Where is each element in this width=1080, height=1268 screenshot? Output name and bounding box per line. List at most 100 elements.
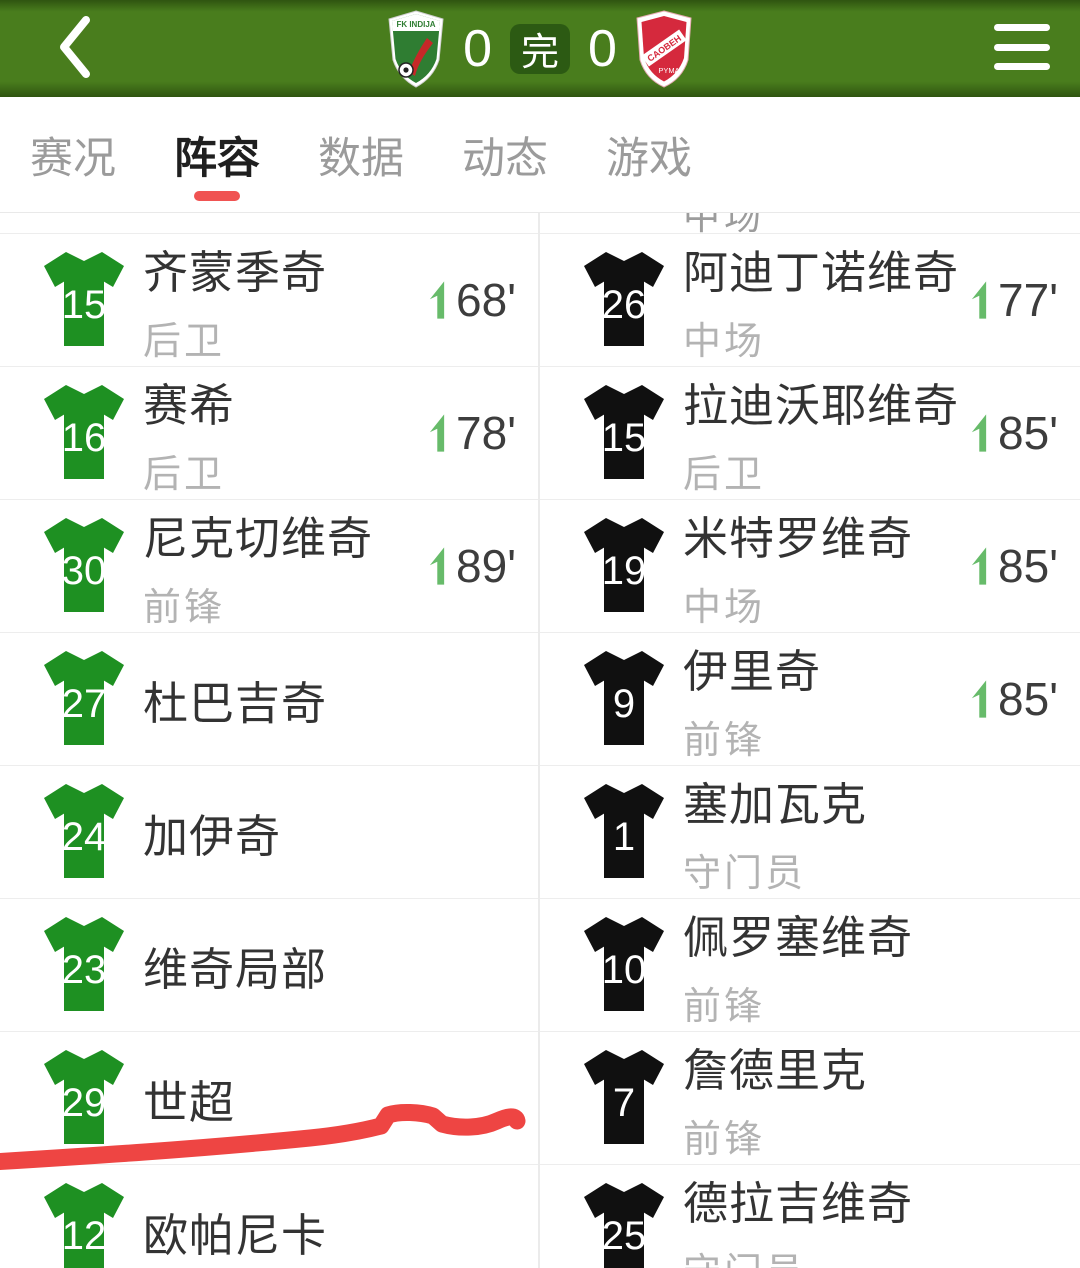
tab-stats[interactable]: 数据 (318, 134, 404, 183)
player-name: 米特罗维奇 (683, 512, 914, 564)
substitution-info: 78' (426, 406, 516, 460)
player-row[interactable]: 26 阿迪丁诺维奇 中场 77' (540, 234, 1080, 367)
svg-text:19: 19 (602, 549, 647, 593)
lineup-list: 15 齐蒙季奇 后卫 68' 16 赛希 后卫 78' (0, 213, 1080, 1268)
substitution-info: 85' (968, 406, 1058, 460)
player-row[interactable]: 12 欧帕尼卡 (0, 1165, 538, 1268)
tab-overview[interactable]: 赛况 (30, 134, 116, 183)
svg-text:16: 16 (62, 416, 107, 460)
player-name: 赛希 (143, 379, 236, 431)
back-button[interactable] (52, 16, 96, 78)
jersey-icon: 27 (40, 649, 128, 749)
sub-in-arrow-icon (429, 281, 445, 319)
sub-on-minute: 68' (456, 274, 516, 326)
home-crest-text: FK INDIJA (397, 20, 436, 29)
player-position: 守门员 (683, 852, 807, 895)
jersey-icon: 24 (40, 782, 128, 882)
player-name: 詹德里克 (683, 1044, 868, 1096)
jersey-icon: 30 (40, 516, 128, 616)
tab-lineup[interactable]: 阵容 (174, 97, 260, 212)
jersey-icon: 15 (580, 383, 668, 483)
hamburger-icon (994, 24, 1050, 31)
svg-text:9: 9 (613, 682, 635, 726)
jersey-icon: 16 (40, 383, 128, 483)
tab-games[interactable]: 游戏 (606, 134, 692, 183)
player-name: 伊里奇 (683, 645, 822, 697)
player-name: 拉迪沃耶维奇 (683, 379, 960, 431)
svg-text:30: 30 (62, 549, 107, 593)
partial-row (0, 213, 538, 234)
clipped-position-text: 中场 (683, 213, 765, 234)
player-position: 中场 (683, 320, 766, 363)
player-row[interactable]: 9 伊里奇 前锋 85' (540, 633, 1080, 766)
player-position: 前锋 (143, 586, 226, 629)
player-row[interactable]: 16 赛希 后卫 78' (0, 367, 538, 500)
player-name: 阿迪丁诺维奇 (683, 246, 960, 298)
player-row[interactable]: 1 塞加瓦克 守门员 (540, 766, 1080, 899)
home-score: 0 (463, 19, 492, 78)
sub-in-arrow-icon (971, 281, 987, 319)
jersey-icon: 9 (580, 649, 668, 749)
svg-text:10: 10 (602, 948, 647, 992)
sub-in-arrow-icon (971, 680, 987, 718)
sub-on-minute: 78' (456, 407, 516, 459)
svg-text:29: 29 (62, 1081, 107, 1125)
player-position: 前锋 (683, 719, 766, 762)
svg-text:25: 25 (602, 1214, 647, 1258)
player-row[interactable]: 24 加伊奇 (0, 766, 538, 899)
player-name: 欧帕尼卡 (143, 1209, 328, 1261)
player-name: 佩罗塞维奇 (683, 911, 914, 963)
back-chevron-icon (52, 16, 96, 82)
player-row[interactable]: 23 维奇局部 (0, 899, 538, 1032)
jersey-icon: 19 (580, 516, 668, 616)
player-row[interactable]: 30 尼克切维奇 前锋 89' (0, 500, 538, 633)
menu-button[interactable] (994, 24, 1050, 70)
svg-text:24: 24 (62, 815, 107, 859)
substitution-info: 68' (426, 273, 516, 327)
player-row[interactable]: 15 拉迪沃耶维奇 后卫 85' (540, 367, 1080, 500)
sub-in-arrow-icon (971, 547, 987, 585)
svg-text:15: 15 (62, 283, 107, 327)
sub-on-minute: 85' (998, 540, 1058, 592)
svg-text:26: 26 (602, 283, 647, 327)
sub-on-minute: 85' (998, 673, 1058, 725)
player-position: 后卫 (683, 453, 766, 496)
sub-in-arrow-icon (971, 414, 987, 452)
svg-text:23: 23 (62, 948, 107, 992)
home-team-crest-icon: FK INDIJA (387, 9, 445, 88)
player-name: 尼克切维奇 (143, 512, 374, 564)
jersey-icon: 10 (580, 915, 668, 1015)
tab-feed[interactable]: 动态 (462, 134, 548, 183)
tab-bar: 赛况 阵容 数据 动态 游戏 (0, 97, 1080, 213)
jersey-icon: 7 (580, 1048, 668, 1148)
player-position: 守门员 (683, 1241, 913, 1268)
player-row[interactable]: 25 德拉吉维奇 守门员 (540, 1165, 1080, 1268)
player-name: 齐蒙季奇 (143, 246, 328, 298)
substitution-info: 77' (968, 273, 1058, 327)
player-name: 维奇局部 (143, 943, 328, 995)
player-name: 世超 (143, 1076, 236, 1128)
player-row[interactable]: 10 佩罗塞维奇 前锋 (540, 899, 1080, 1032)
svg-text:7: 7 (613, 1081, 635, 1125)
jersey-icon: 25 (580, 1181, 668, 1268)
scoreboard: FK INDIJA 0 完 0 CAOBEH PYMA (387, 9, 693, 88)
player-position: 后卫 (143, 453, 226, 496)
player-name: 杜巴吉奇 (143, 677, 328, 729)
player-name: 塞加瓦克 (683, 778, 868, 830)
player-row[interactable]: 29 世超 (0, 1032, 538, 1165)
player-row[interactable]: 19 米特罗维奇 中场 85' (540, 500, 1080, 633)
home-rows: 15 齐蒙季奇 后卫 68' 16 赛希 后卫 78' (0, 234, 538, 1268)
substitution-info: 89' (426, 539, 516, 593)
away-score: 0 (588, 19, 617, 78)
home-lineup-column: 15 齐蒙季奇 后卫 68' 16 赛希 后卫 78' (0, 213, 540, 1268)
svg-text:12: 12 (62, 1214, 107, 1258)
svg-text:1: 1 (613, 815, 635, 859)
partial-row: 中场 (540, 213, 1080, 234)
jersey-icon: 15 (40, 250, 128, 350)
sub-in-arrow-icon (429, 547, 445, 585)
player-row[interactable]: 15 齐蒙季奇 后卫 68' (0, 234, 538, 367)
player-row[interactable]: 7 詹德里克 前锋 (540, 1032, 1080, 1165)
player-position: 后卫 (143, 320, 226, 363)
player-row[interactable]: 27 杜巴吉奇 (0, 633, 538, 766)
